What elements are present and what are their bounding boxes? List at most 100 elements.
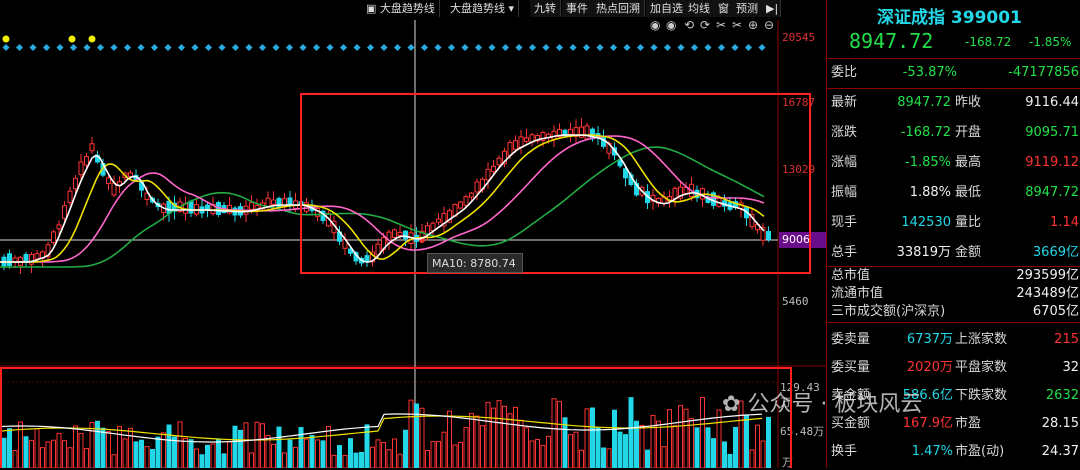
volume-bar: [348, 438, 353, 468]
candle: [348, 248, 353, 254]
candle: [474, 181, 480, 193]
index-change-pct: -1.85%: [1029, 35, 1072, 49]
volume-bar: [650, 414, 656, 468]
candle: [397, 231, 403, 236]
row-wei-bi: 委比 -53.87% -47177856: [831, 65, 1079, 80]
candle: [56, 224, 62, 230]
candle: [463, 196, 469, 206]
volume-bar: [320, 440, 326, 468]
volume-bar: [617, 431, 623, 468]
volume-bar: [546, 435, 551, 468]
candle: [557, 128, 562, 138]
volume-bar: [535, 438, 540, 468]
volume-bar: [232, 425, 238, 468]
signal-marker: [299, 43, 307, 52]
volume-bar: [705, 427, 711, 468]
volume-bar: [117, 425, 122, 468]
volume-bar: [155, 436, 161, 468]
candle: [392, 229, 397, 238]
candle: [23, 253, 29, 263]
volume-bar: [238, 429, 243, 468]
signal-marker: [69, 43, 78, 52]
zoom-in-icon[interactable]: ⊕: [748, 18, 759, 32]
volume-bar: [766, 416, 771, 468]
toolbar-hotspot-review[interactable]: 热点回溯: [592, 0, 645, 17]
volume-bar: [243, 422, 249, 468]
candle: [67, 190, 73, 204]
volume-bar: [540, 444, 546, 468]
signal-marker: [137, 43, 145, 52]
ma10-tooltip: MA10: 8780.74: [427, 253, 523, 273]
index-title: 深证成指 399001: [877, 8, 1022, 28]
volume-bar: [557, 400, 562, 468]
volume-bar: [524, 427, 529, 468]
volume-bar: [315, 439, 320, 468]
volume-bar: [337, 445, 342, 468]
volume-bar: [172, 436, 177, 468]
quote-row: 涨幅 -1.85% 最高 9119.12: [831, 155, 1079, 170]
collapse-panel-icon[interactable]: ▶|: [762, 0, 781, 17]
eye-icon[interactable]: ◉: [650, 18, 661, 32]
volume-bar: [254, 421, 260, 468]
candle: [73, 177, 78, 190]
toolbar-nine-turn[interactable]: 九转: [530, 0, 561, 17]
scissors-icon[interactable]: ✂: [732, 18, 743, 32]
candle: [496, 157, 502, 166]
volume-bar: [513, 406, 518, 468]
candle: [579, 126, 584, 138]
signal-marker: [717, 43, 726, 52]
candle: [51, 231, 56, 244]
volume-bar: [568, 434, 573, 468]
market-row: 流通市值 243489亿: [831, 286, 1079, 301]
volume-bar: [205, 444, 210, 468]
toolbar-trend-line-2[interactable]: 大盘趋势线 ▾: [446, 0, 520, 17]
toolbar-add-watchlist[interactable]: 加自选: [646, 0, 688, 17]
signal-marker: [56, 43, 64, 52]
zoom-out-icon[interactable]: ⊖: [764, 18, 775, 32]
order-row: 买金额 167.9亿 市盈 28.15: [831, 416, 1079, 431]
signal-marker: [393, 43, 402, 52]
eye-icon[interactable]: ◉: [666, 18, 677, 32]
undo-icon[interactable]: ⟲: [684, 18, 695, 32]
candle: [84, 156, 89, 166]
volume-bar: [474, 415, 480, 468]
quote-row: 最新 8947.72 昨收 9116.44: [831, 95, 1079, 110]
signal-marker: [596, 43, 604, 52]
quote-panel: 深证成指 399001 8947.72 -168.72 -1.85% 委比 -5…: [826, 0, 1080, 468]
volume-bar: [463, 427, 469, 468]
candle: [403, 230, 408, 240]
volume-bar: [584, 408, 590, 468]
candle: [623, 168, 628, 179]
kline-chart-area[interactable]: ▣ 大盘趋势线 大盘趋势线 ▾ 九转 事件 热点回溯 加自选 均线 窗 预测 ▶…: [0, 0, 826, 469]
signal-marker: [650, 43, 658, 52]
volume-bar: [496, 400, 502, 468]
signal-marker: [231, 43, 240, 52]
volume-bar: [166, 424, 172, 468]
signal-marker: [407, 43, 415, 52]
volume-bar: [375, 439, 381, 468]
candle: [535, 135, 540, 142]
signal-marker: [731, 43, 739, 52]
candle: [485, 168, 491, 181]
toolbar-trend-line-1[interactable]: ▣ 大盘趋势线: [362, 0, 440, 17]
signal-marker: [420, 43, 429, 52]
redo-icon[interactable]: ⟳: [700, 18, 711, 32]
volume-bar: [749, 449, 755, 468]
signal-marker: [83, 43, 91, 52]
wechat-icon: ✿: [722, 392, 741, 417]
candle: [106, 177, 111, 185]
volume-bar: [73, 425, 78, 468]
chart-tools: ◉ ◉ ⟲ ⟳ ✂ ✂ ⊕ ⊖: [650, 18, 780, 34]
candle: [524, 137, 529, 142]
candle: [287, 197, 293, 206]
candle: [441, 212, 447, 227]
candle: [271, 199, 276, 205]
candle: [89, 143, 95, 152]
signal-marker: [29, 43, 37, 52]
volume-bar: [469, 413, 474, 468]
signal-marker: [326, 43, 334, 52]
scissors-icon[interactable]: ✂: [716, 18, 727, 32]
candle: [458, 201, 463, 209]
signal-marker: [150, 43, 159, 52]
volume-bar: [100, 427, 106, 468]
